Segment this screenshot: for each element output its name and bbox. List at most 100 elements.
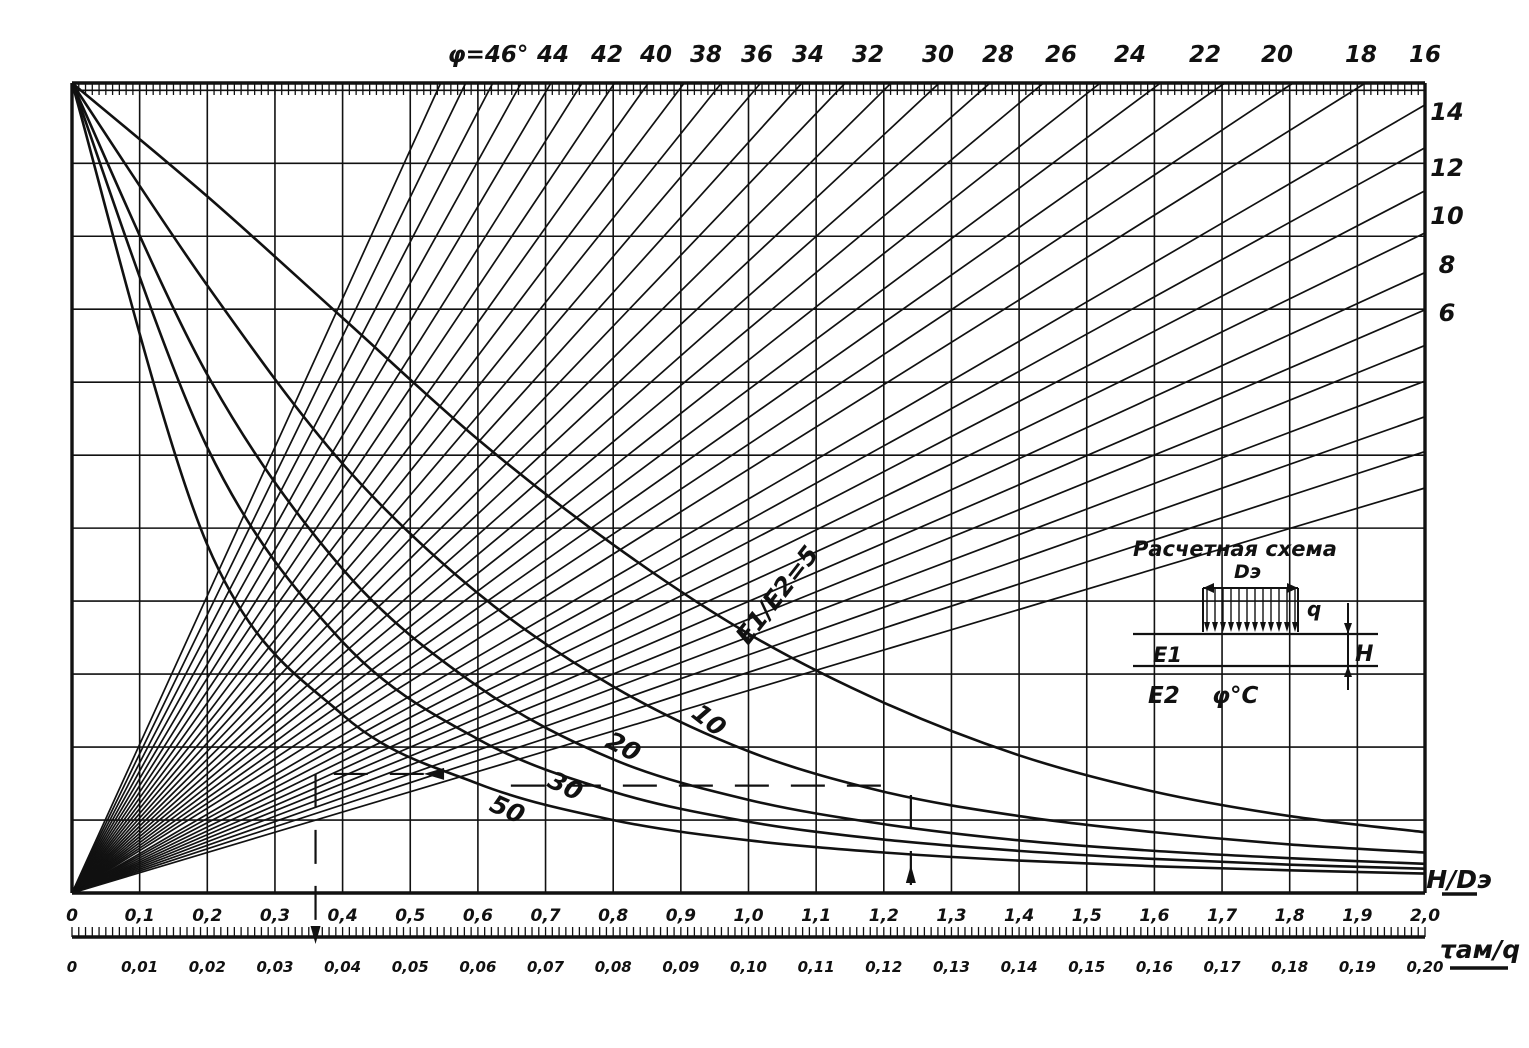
secondary-tick-label: 0,16: [1136, 958, 1173, 976]
angle-ray-29: [71, 82, 1101, 894]
secondary-tick-label: 0,08: [595, 958, 632, 976]
secondary-tick-label: 0,09: [662, 958, 699, 976]
angle-right-label: 12: [1430, 154, 1463, 182]
angle-ray-46: [71, 82, 442, 894]
angle-top-label: 22: [1189, 42, 1221, 68]
angle-ray-layer: [71, 82, 1426, 894]
axis-layer: [70, 81, 1508, 970]
x-tick-label: 0,1: [125, 906, 155, 926]
ratio-curve-label-50: 50: [486, 789, 530, 830]
angle-ray-14: [71, 344, 1426, 894]
angle-top-label: 36: [741, 42, 773, 68]
secondary-tick-label: 0,12: [865, 958, 902, 976]
thickness-arrow-top: [1344, 623, 1352, 634]
load-arrow-head: [1284, 622, 1290, 632]
angle-ray-43: [71, 82, 522, 894]
thickness-arrow-bottom: [1344, 666, 1352, 677]
angle-top-label: 38: [690, 42, 722, 68]
angle-ray-37: [71, 82, 723, 894]
angle-ray-25: [71, 82, 1366, 894]
angle-ray-12: [71, 380, 1426, 894]
x-axis-title: H/Dэ: [1426, 865, 1492, 894]
design-scheme-inset: Расчетная схема Dэ q E1 E2 φ°C H: [1133, 537, 1378, 709]
x-tick-label: 1,2: [869, 906, 899, 926]
ratio-curve-20: [70, 82, 1426, 866]
angle-ray-28: [71, 82, 1161, 894]
x-tick-label: 1,3: [936, 906, 966, 926]
ratio-curve-layer: [70, 82, 1426, 875]
x-tick-label: 1,6: [1139, 906, 1169, 926]
load-arrow-head: [1268, 622, 1274, 632]
load-arrows: [1204, 589, 1298, 632]
secondary-tick-label: 0,04: [324, 958, 361, 976]
angle-ray-45: [71, 82, 467, 894]
x-tick-label: 0,8: [598, 906, 628, 926]
x-tick-label: 1,5: [1072, 906, 1102, 926]
x-tick-label: 1,9: [1342, 906, 1372, 926]
angle-right-label: 14: [1430, 98, 1463, 126]
angle-top-label: 26: [1045, 42, 1077, 68]
angle-top-label: 30: [922, 42, 954, 68]
x-tick-label: 0,3: [260, 906, 290, 926]
angle-top-label: 24: [1114, 42, 1146, 68]
angle-top-label: 40: [639, 42, 672, 68]
x-axis-title-numerator: H/Dэ: [1426, 865, 1492, 894]
secondary-tick-label: 0,19: [1339, 958, 1376, 976]
secondary-tick-label: 0,14: [1001, 958, 1038, 976]
angle-ray-26: [71, 82, 1294, 894]
x-tick-label: 0,5: [395, 906, 425, 926]
load-arrow-head: [1292, 622, 1298, 632]
secondary-tick-label: 0: [67, 958, 77, 976]
x-tick-label: 1,1: [801, 906, 831, 926]
angle-ray-42: [71, 82, 552, 894]
load-arrow-head: [1204, 622, 1210, 632]
angle-top-label: 28: [982, 42, 1014, 68]
scheme-thickness-label: H: [1355, 642, 1373, 667]
angle-ray-41: [71, 82, 583, 894]
secondary-tick-label: 0,02: [189, 958, 226, 976]
load-arrow-head: [1220, 622, 1226, 632]
angle-ray-16: [71, 309, 1426, 894]
x-tick-label: 0,7: [530, 906, 560, 926]
load-arrow-head: [1260, 622, 1266, 632]
scheme-title: Расчетная схема: [1133, 537, 1337, 561]
angle-ray-38: [71, 82, 685, 894]
angle-right-label: 8: [1439, 251, 1456, 279]
secondary-axis-title: τам/q: [1440, 935, 1520, 964]
angle-ray-44: [71, 82, 494, 894]
ratio-curve-30: [70, 82, 1426, 870]
secondary-tick-label: 0,20: [1406, 958, 1443, 976]
x-tick-label: 0: [66, 906, 78, 926]
x-tick-label: 1,4: [1004, 906, 1034, 926]
secondary-tick-label: 0,11: [798, 958, 835, 976]
load-arrow-head: [1236, 622, 1242, 632]
ratio-curve-50: [70, 82, 1426, 875]
load-arrow-head: [1244, 622, 1250, 632]
angle-right-label: 10: [1430, 202, 1463, 230]
diameter-arrow-left: [1203, 583, 1214, 593]
ratio-curve-label-10: 10: [686, 698, 731, 742]
angle-ray-35: [71, 82, 803, 894]
angle-right-label: 6: [1439, 299, 1456, 327]
secondary-tick-label: 0,13: [933, 958, 970, 976]
secondary-tick-label: 0,07: [527, 958, 565, 976]
example-path-layer: [310, 767, 916, 944]
angle-top-label: 20: [1261, 42, 1293, 68]
x-tick-label: 2,0: [1410, 906, 1440, 926]
load-arrow-head: [1228, 622, 1234, 632]
angle-ray-18: [71, 271, 1426, 894]
angle-top-label: 18: [1345, 42, 1377, 68]
secondary-tick-label: 0,17: [1204, 958, 1242, 976]
angle-ray-34: [71, 82, 846, 894]
angle-top-label: 32: [852, 42, 884, 68]
secondary-tick-label: 0,06: [459, 958, 496, 976]
angle-top-label: 16: [1409, 42, 1441, 68]
angle-ray-27: [71, 82, 1226, 894]
angle-ray-39: [71, 82, 650, 894]
secondary-tick-label: 0,10: [730, 958, 767, 976]
angle-ray-31: [71, 82, 991, 894]
angle-ray-32: [71, 82, 940, 894]
angle-ray-36: [71, 82, 762, 894]
example-arrow-left: [423, 767, 445, 780]
angle-ray-10: [71, 415, 1426, 894]
